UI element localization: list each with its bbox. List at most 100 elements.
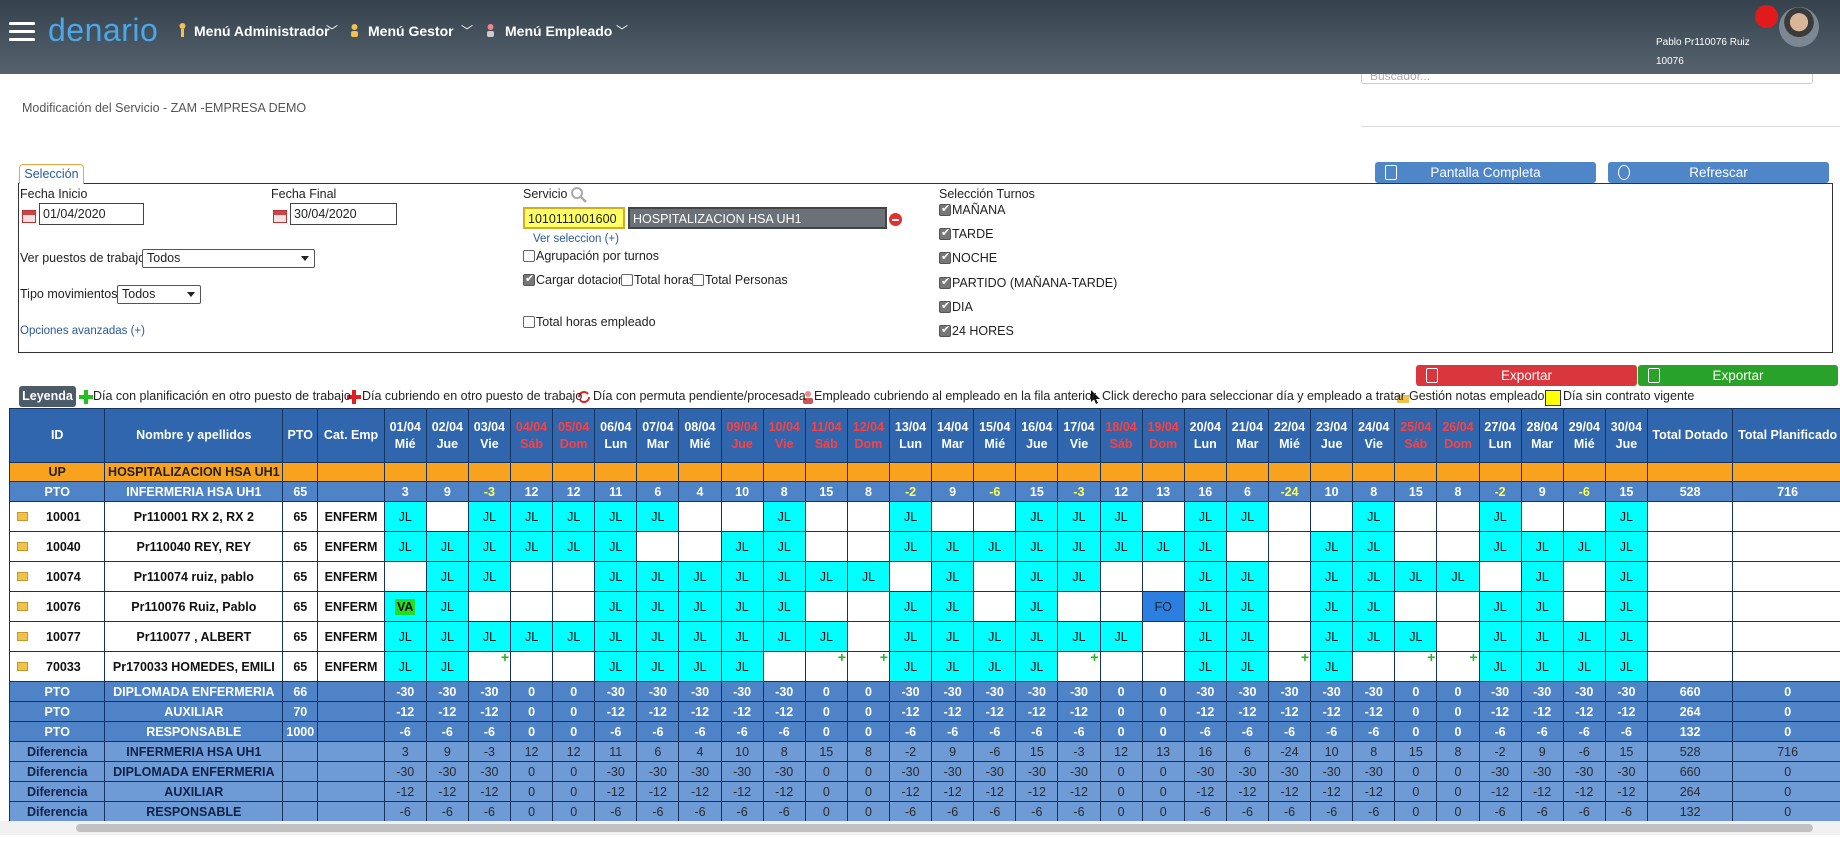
day-cell[interactable]: JL <box>383 531 427 562</box>
day-cell[interactable] <box>720 501 764 532</box>
day-cell[interactable] <box>509 561 554 592</box>
day-cell[interactable]: JL <box>1478 501 1522 532</box>
day-cell[interactable]: JL <box>1099 531 1143 562</box>
day-cell[interactable]: JL <box>678 561 722 592</box>
day-cell[interactable]: JL <box>594 621 638 652</box>
notes-icon[interactable] <box>17 602 28 611</box>
day-cell[interactable]: JL <box>1057 501 1101 532</box>
day-cell[interactable]: JL <box>467 531 512 562</box>
day-cell[interactable]: JL <box>762 621 806 652</box>
day-cell[interactable] <box>1310 501 1354 532</box>
day-cell[interactable]: JL <box>1099 621 1143 652</box>
search-icon[interactable] <box>570 186 587 203</box>
day-cell[interactable] <box>1394 501 1438 532</box>
day-cell[interactable]: JL <box>678 651 722 682</box>
day-cell[interactable]: JL <box>552 531 596 562</box>
day-cell[interactable]: JL <box>804 561 848 592</box>
legend-title[interactable]: Leyenda <box>19 386 76 407</box>
day-cell[interactable]: JL <box>1310 561 1354 592</box>
day-cell[interactable]: JL <box>425 561 469 592</box>
day-cell[interactable]: JL <box>1394 621 1438 652</box>
checkbox-option[interactable]: NOCHE <box>939 250 997 265</box>
day-cell[interactable] <box>973 591 1017 622</box>
day-cell[interactable] <box>1352 651 1396 682</box>
day-cell[interactable]: JL <box>1310 591 1354 622</box>
day-cell[interactable]: JL <box>1015 591 1059 622</box>
checkbox-option[interactable]: PARTIDO (MAÑANA-TARDE) <box>939 275 1117 290</box>
day-cell[interactable]: JL <box>1015 501 1059 532</box>
day-cell[interactable]: JL <box>1099 501 1143 532</box>
menu-admin[interactable]: Menú Administrador <box>194 23 330 39</box>
day-cell[interactable]: JL <box>888 591 933 622</box>
logo[interactable]: denario <box>48 12 159 48</box>
day-cell[interactable] <box>888 561 933 592</box>
checkbox-option[interactable]: Total horas <box>621 273 695 287</box>
day-cell[interactable]: + <box>1267 651 1312 682</box>
menu-button[interactable] <box>9 22 35 42</box>
day-cell[interactable]: JL <box>1225 651 1269 682</box>
calendar-icon[interactable] <box>273 210 287 223</box>
day-cell[interactable]: + <box>846 651 890 682</box>
advanced-options-link[interactable]: Opciones avanzadas (+) <box>20 325 145 337</box>
day-cell[interactable]: JL <box>1604 621 1648 652</box>
checkbox-option[interactable]: Agrupación por turnos <box>523 249 659 263</box>
day-cell[interactable]: JL <box>973 621 1017 652</box>
day-cell[interactable]: JL <box>383 651 427 682</box>
day-cell[interactable]: JL <box>1520 561 1564 592</box>
day-cell[interactable] <box>804 591 848 622</box>
day-cell[interactable]: JL <box>1478 621 1522 652</box>
day-cell[interactable]: JL <box>762 591 806 622</box>
day-cell[interactable] <box>509 591 554 622</box>
day-cell[interactable]: JL <box>467 621 512 652</box>
checkbox-option[interactable]: Total Personas <box>692 273 788 287</box>
day-cell[interactable] <box>804 501 848 532</box>
notes-icon[interactable] <box>17 662 28 671</box>
checkbox-option[interactable]: Cargar dotacion <box>523 272 625 287</box>
day-cell[interactable] <box>1478 561 1522 592</box>
day-cell[interactable]: JL <box>1394 561 1438 592</box>
day-cell[interactable]: JL <box>1604 531 1648 562</box>
day-cell[interactable]: JL <box>1057 561 1101 592</box>
day-cell[interactable]: + <box>1057 651 1101 682</box>
day-cell[interactable]: JL <box>1183 651 1227 682</box>
day-cell[interactable]: JL <box>1015 531 1059 562</box>
day-cell[interactable] <box>973 501 1017 532</box>
day-cell[interactable] <box>1267 561 1312 592</box>
day-cell[interactable]: + <box>1394 651 1438 682</box>
notes-icon[interactable] <box>17 512 28 521</box>
day-cell[interactable]: JL <box>1225 501 1269 532</box>
day-cell[interactable]: JL <box>1562 651 1606 682</box>
day-cell[interactable]: JL <box>1604 591 1648 622</box>
day-cell[interactable]: JL <box>1057 621 1101 652</box>
day-cell[interactable] <box>1141 651 1185 682</box>
day-cell[interactable] <box>931 501 975 532</box>
movements-select[interactable]: Todos <box>117 285 201 304</box>
day-cell[interactable]: JL <box>762 561 806 592</box>
day-cell[interactable]: JL <box>1141 531 1185 562</box>
clear-service[interactable] <box>889 213 902 226</box>
day-cell[interactable]: JL <box>720 561 764 592</box>
day-cell[interactable]: JL <box>1057 531 1101 562</box>
day-cell[interactable]: JL <box>1604 501 1648 532</box>
day-cell[interactable] <box>425 501 469 532</box>
day-cell[interactable] <box>1562 591 1606 622</box>
selection-tab[interactable]: Selección <box>19 164 84 184</box>
day-cell[interactable]: JL <box>804 621 848 652</box>
checkbox-option[interactable]: Total horas empleado <box>523 315 656 329</box>
checkbox-option[interactable]: 24 HORES <box>939 323 1014 338</box>
day-cell[interactable]: JL <box>1436 561 1480 592</box>
day-cell[interactable]: JL <box>973 651 1017 682</box>
day-cell[interactable]: JL <box>720 531 764 562</box>
day-cell[interactable]: JL <box>1478 531 1522 562</box>
day-cell[interactable]: JL <box>1520 591 1564 622</box>
day-cell[interactable]: JL <box>1478 651 1522 682</box>
day-cell[interactable] <box>762 651 806 682</box>
day-cell[interactable]: JL <box>552 621 596 652</box>
day-cell[interactable]: JL <box>1310 651 1354 682</box>
day-cell[interactable] <box>1394 591 1438 622</box>
day-cell[interactable]: JL <box>1352 591 1396 622</box>
full-screen-button[interactable]: Pantalla Completa <box>1375 162 1596 183</box>
menu-caret[interactable]: ﹀ <box>616 24 629 38</box>
day-cell[interactable]: JL <box>1352 501 1396 532</box>
day-cell[interactable]: JL <box>931 621 975 652</box>
